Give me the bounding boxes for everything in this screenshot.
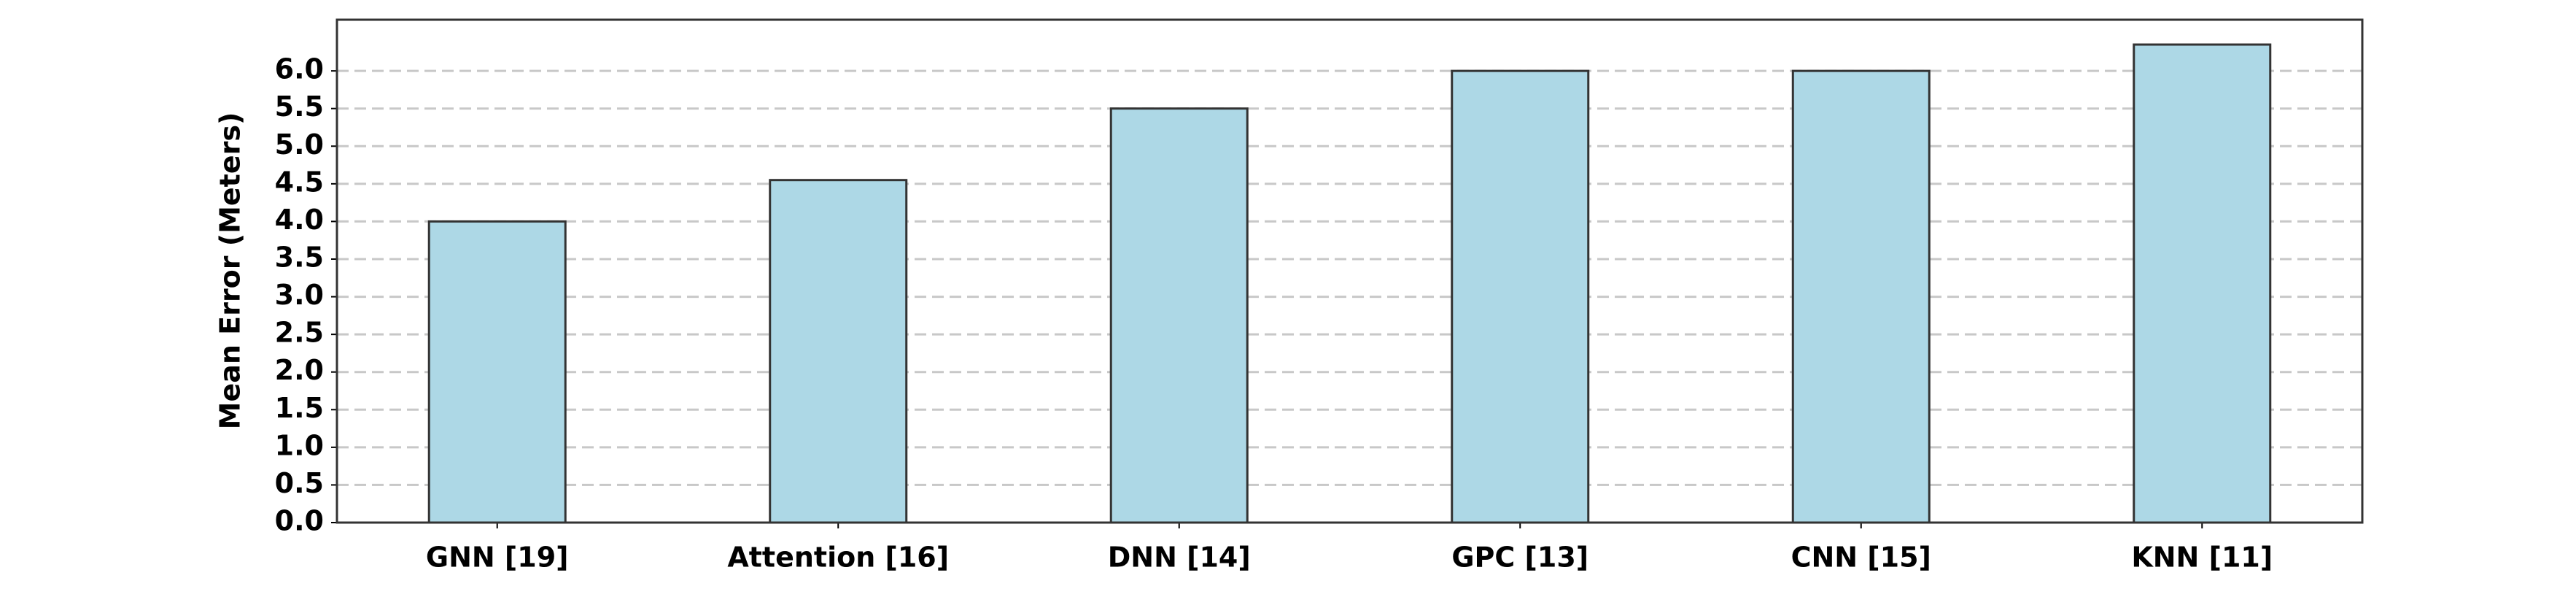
x-tick-label: GPC [13]: [1451, 542, 1588, 574]
y-tick-label: 4.0: [275, 204, 324, 236]
bar: [1451, 69, 1590, 524]
bar: [2133, 43, 2272, 524]
y-tick-label: 1.0: [275, 429, 324, 461]
y-tick-label: 3.5: [275, 241, 324, 273]
y-tick-label: 1.5: [275, 392, 324, 424]
x-tick-label: KNN [11]: [2131, 542, 2273, 574]
y-tick-label: 4.5: [275, 166, 324, 198]
bar: [1109, 107, 1249, 524]
x-tick-label: GNN [19]: [426, 542, 569, 574]
y-axis-label: Mean Error (Meters): [214, 112, 247, 430]
x-tick-label: CNN [15]: [1791, 542, 1931, 574]
y-tick-label: 5.5: [275, 91, 324, 123]
y-tick-label: 6.0: [275, 53, 324, 85]
y-tick-label: 3.0: [275, 279, 324, 311]
plot-frame: [335, 18, 2364, 524]
bar: [1791, 69, 1931, 524]
bar: [769, 179, 908, 524]
x-tick-label: DNN [14]: [1108, 542, 1251, 574]
y-tick-label: 5.0: [275, 128, 324, 161]
y-tick-label: 2.5: [275, 317, 324, 349]
bar: [427, 220, 567, 524]
y-tick-label: 2.0: [275, 354, 324, 386]
y-tick-label: 0.0: [275, 505, 324, 537]
y-tick-label: 0.5: [275, 467, 324, 499]
x-tick-label: Attention [16]: [727, 542, 949, 574]
